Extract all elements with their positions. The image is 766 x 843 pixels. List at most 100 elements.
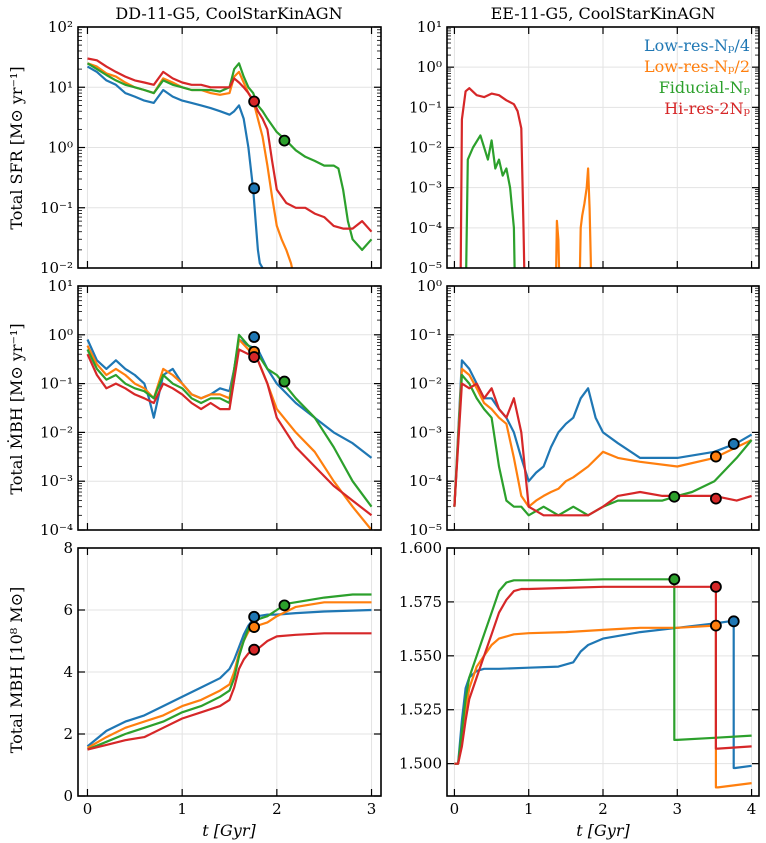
series-line-lowres2 (86, 601, 372, 749)
y-tick-label: 1.550 (399, 647, 442, 665)
series-line-fiducial (86, 62, 373, 251)
marker-lowres4 (248, 331, 261, 343)
y-tick-label: 10⁻¹ (40, 199, 73, 217)
grid (78, 547, 381, 797)
y-tick-label: 10⁰ (48, 139, 73, 157)
legend: Low-res-Nₚ/4 Low-res-Nₚ/2 Fiducial-Nₚ Hi-re… (644, 36, 750, 118)
panel-mbh-right: 0 1 2 3 4 1.500 1.525 1.550 1.575 1.600 (399, 539, 760, 818)
marker-lowres2 (248, 621, 261, 633)
y-tick-label: 2 (63, 725, 73, 743)
y-tick-label: 10⁰ (48, 326, 73, 344)
series-line-fiducial (86, 333, 373, 508)
panel-sfr-right: 10⁻⁵ 10⁻⁴ 10⁻³ 10⁻² 10⁻¹ 10⁰ 10¹ (409, 18, 760, 277)
marker-fiducial (668, 490, 681, 503)
marker-lowres4 (248, 610, 261, 623)
y-tick-label: 10⁻² (409, 375, 442, 393)
y-tick-label: 10⁻³ (40, 472, 73, 490)
marker-lowres4 (727, 438, 740, 450)
y-tick-label: 10¹ (48, 277, 73, 295)
panel-mdot-right: 10⁻⁵ 10⁻⁴ 10⁻³ 10⁻² 10⁻¹ 10⁰ (409, 277, 760, 539)
series-line-lowres4 (86, 608, 372, 748)
y-tick-label: 10² (48, 18, 73, 36)
y-tick-label: 4 (63, 663, 73, 681)
series-line-fiducial (87, 593, 372, 751)
x-tick-label: 3 (673, 800, 683, 818)
marker-lowres4 (248, 182, 261, 195)
marker-hires (710, 492, 722, 505)
series-line-lowres4 (453, 359, 753, 507)
y-tick-label: 10⁰ (417, 58, 442, 76)
column-title-right: EE-11-G5, CoolStarKinAGN (491, 4, 716, 23)
panel-mdot-left: 10⁻⁴ 10⁻³ 10⁻² 10⁻¹ 10⁰ 10¹ (40, 277, 382, 539)
series-line-hires (87, 57, 373, 233)
y-tick-label: 1.600 (399, 539, 442, 557)
series-line-lowres2 (578, 167, 593, 268)
series-line-lowres4 (86, 65, 264, 268)
x-tick-label: 2 (598, 800, 608, 818)
marker-hires (248, 95, 261, 108)
marker-hires (248, 643, 261, 656)
row-label-sfr: Total SFR [M⊙ yr⁻¹] (7, 66, 26, 229)
grid (447, 285, 759, 531)
legend-entry-lowres2: Low-res-Nₚ/2 (644, 57, 750, 76)
panel-sfr-left: 10⁻² 10⁻¹ 10⁰ 10¹ 10² (40, 18, 382, 277)
series-line-fiducial (465, 134, 516, 268)
y-tick-label: 10¹ (48, 78, 73, 96)
legend-entry-hires: Hi-res-2Nₚ (664, 99, 750, 118)
y-tick-label: 8 (63, 539, 73, 557)
x-tick-label: 2 (272, 800, 282, 818)
series-line-hires (87, 632, 372, 751)
y-tick-label: 10⁻⁵ (409, 521, 442, 539)
marker-lowres2 (710, 450, 722, 463)
marker-hires (248, 351, 261, 363)
y-tick-label: 1.575 (399, 593, 442, 611)
series-line-lowres2 (453, 367, 753, 508)
series-line-lowres2 (86, 338, 373, 530)
y-tick-label: 10⁻⁴ (409, 472, 442, 490)
y-tick-label: 10⁻⁴ (409, 219, 442, 237)
y-tick-label: 10⁻¹ (409, 98, 442, 116)
axes-frame (77, 285, 382, 531)
y-tick-label: 10⁻² (40, 423, 73, 441)
x-axis-label-left: t [Gyr] (202, 821, 256, 840)
y-tick-label: 10⁻⁴ (40, 521, 73, 539)
y-tick-label: 10⁻² (40, 259, 73, 277)
x-tick-label: 1 (524, 800, 534, 818)
y-tick-label: 10⁻³ (409, 423, 442, 441)
y-tick-label: 10⁻¹ (409, 326, 442, 344)
x-tick-label: 3 (367, 800, 377, 818)
marker-fiducial (278, 375, 291, 388)
marker-fiducial (278, 599, 291, 612)
legend-entry-fiducial: Fiducial-Nₚ (659, 78, 750, 97)
series-line-hires (459, 87, 526, 268)
x-tick-label: 4 (747, 800, 757, 818)
grid (78, 26, 381, 269)
marker-hires (710, 580, 722, 593)
column-title-left: DD-11-G5, CoolStarKinAGN (115, 4, 342, 23)
y-tick-label: 10⁻⁵ (409, 259, 442, 277)
series-line-lowres2 (555, 219, 561, 268)
series-line-fiducial (454, 578, 752, 765)
row-label-mdot: Total ṀBH [M⊙ yr⁻¹] (6, 323, 26, 494)
y-tick-label: 6 (63, 601, 73, 619)
y-tick-label: 10¹ (417, 18, 442, 36)
grid (447, 26, 759, 269)
y-tick-label: 10⁻¹ (40, 375, 73, 393)
panel-mbh-left: 0 1 2 3 0 2 4 6 8 (63, 539, 382, 818)
y-tick-label: 10⁻³ (409, 179, 442, 197)
row-label-mbh: Total MBH [10⁸ M⊙] (7, 587, 26, 754)
y-tick-label: 10⁰ (417, 277, 442, 295)
series-line-lowres2 (87, 62, 294, 268)
x-tick-label: 1 (177, 800, 187, 818)
series-line-hires (86, 348, 373, 517)
legend-entry-lowres4: Low-res-Nₚ/4 (644, 36, 750, 55)
y-tick-label: 1.500 (399, 755, 442, 773)
x-tick-label: 0 (450, 800, 460, 818)
marker-lowres4 (727, 615, 740, 628)
y-tick-label: 10⁻² (409, 139, 442, 157)
marker-fiducial (668, 573, 681, 586)
x-axis-label-right: t [Gyr] (576, 821, 630, 840)
x-tick-label: 0 (83, 800, 93, 818)
marker-lowres2 (710, 619, 722, 632)
